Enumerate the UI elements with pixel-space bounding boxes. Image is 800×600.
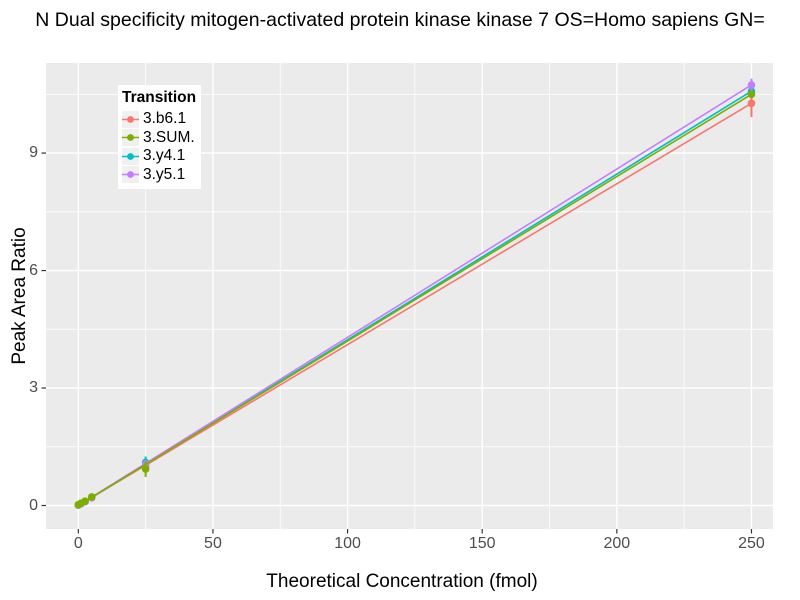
y-tick-label: 3 — [29, 379, 38, 397]
series-3.SUM. — [74, 90, 756, 509]
y-tick-label: 6 — [29, 261, 38, 279]
x-axis-title: Theoretical Concentration (fmol) — [266, 571, 538, 592]
legend-key-icon — [122, 147, 139, 165]
data-point — [747, 99, 756, 108]
series-line — [77, 102, 752, 507]
x-tick-label: 200 — [603, 535, 631, 552]
legend-item-label: 3.y5.1 — [143, 165, 186, 183]
legend-item-3.b6.1: 3.b6.1 — [122, 110, 201, 129]
legend-items: 3.b6.1 3.SUM. 3.y4.1 3.y5.1 — [122, 110, 201, 184]
legend: Transition 3.b6.1 3.SUM. 3.y4.1 3.y5.1 — [118, 85, 201, 189]
x-tick-label: 0 — [73, 535, 83, 552]
legend-key-icon — [122, 166, 139, 184]
legend-item-3.y5.1: 3.y5.1 — [122, 166, 201, 185]
y-tick-label: 9 — [29, 144, 38, 162]
legend-title: Transition — [122, 89, 197, 106]
legend-key-icon — [122, 110, 139, 128]
series-line — [77, 84, 752, 507]
data-point — [141, 465, 150, 473]
y-axis-title: Peak Area Ratio — [9, 227, 30, 365]
series-line — [77, 93, 752, 507]
legend-item-label: 3.y4.1 — [143, 147, 186, 165]
legend-item-3.y4.1: 3.y4.1 — [122, 147, 201, 166]
data-point — [747, 81, 756, 89]
legend-item-label: 3.b6.1 — [143, 110, 187, 128]
data-point — [81, 497, 89, 505]
legend-key-icon — [122, 129, 139, 147]
y-tick-label: 0 — [29, 496, 38, 514]
legend-item-3.SUM.: 3.SUM. — [122, 129, 201, 148]
legend-item-label: 3.SUM. — [143, 128, 195, 146]
plot-title: N Dual specificity mitogen-activated pro… — [35, 9, 765, 31]
data-point — [747, 90, 756, 99]
x-tick-label: 150 — [468, 535, 496, 552]
x-tick-label: 250 — [738, 535, 765, 552]
x-tick-label: 100 — [334, 535, 361, 552]
data-point — [87, 493, 96, 501]
x-tick-label: 50 — [204, 535, 222, 552]
